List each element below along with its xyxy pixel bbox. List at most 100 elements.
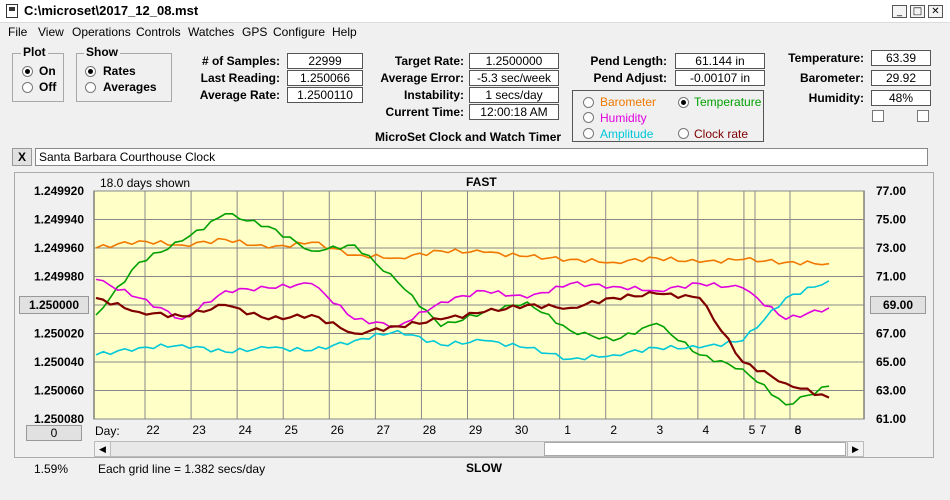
title-bar: C:\microset\2017_12_08.mst _ □ ✕ <box>0 0 950 23</box>
amplitude-option[interactable]: Amplitude <box>600 127 654 141</box>
samples-label: # of Samples: <box>201 54 280 68</box>
series-temperature <box>95 213 830 406</box>
x-tick-label: 22 <box>146 423 160 437</box>
average-error-field: -5.3 sec/week <box>469 70 559 86</box>
barometer-label: Barometer: <box>799 71 864 85</box>
x-tick-label: 25 <box>285 423 299 437</box>
series-amplitude <box>95 280 830 361</box>
x-tick-label: 8 <box>795 423 802 437</box>
right-tick-label: 73.00 <box>876 241 906 255</box>
app-subtitle: MicroSet Clock and Watch Timer <box>375 130 562 144</box>
menu-view[interactable]: View <box>38 25 64 39</box>
x-tick-label: 7 <box>760 423 767 437</box>
x-tick-label: 4 <box>703 423 710 437</box>
show-group: Show Rates Averages <box>76 45 172 102</box>
x-tick-label: 3 <box>656 423 663 437</box>
right-tick-label: 67.00 <box>876 327 906 341</box>
barometer-field: 29.92 <box>871 70 931 86</box>
minimize-button[interactable]: _ <box>892 5 907 18</box>
humidity-radio[interactable] <box>583 112 594 123</box>
right-tick-label: 77.00 <box>876 184 906 198</box>
plot-group: Plot On Off <box>12 45 64 102</box>
plot-on-radio[interactable] <box>22 66 33 77</box>
target-rate-field[interactable]: 1.2500000 <box>469 53 559 69</box>
scroll-left-arrow[interactable]: ◀ <box>95 442 111 456</box>
pend-length-label: Pend Length: <box>590 54 667 68</box>
temperature-radio[interactable] <box>678 97 689 108</box>
x-tick-label: 24 <box>238 423 252 437</box>
maximize-button[interactable]: □ <box>910 5 925 18</box>
horizontal-scrollbar[interactable]: ◀ ▶ <box>94 441 864 457</box>
app-icon[interactable] <box>6 4 18 18</box>
temperature-option[interactable]: Temperature <box>694 95 762 109</box>
average-rate-field: 1.2500110 <box>287 87 363 103</box>
right-tick-label: 63.00 <box>876 384 906 398</box>
close-window-button[interactable]: ✕ <box>928 5 943 18</box>
plot-off-label[interactable]: Off <box>39 80 57 94</box>
zoom-button[interactable]: 0 <box>26 425 82 441</box>
pend-length-field: 61.144 in <box>675 53 765 69</box>
show-rates-label[interactable]: Rates <box>103 64 136 78</box>
reference-temp-button[interactable]: 69.00 <box>870 296 926 314</box>
x-tick-label: 23 <box>192 423 206 437</box>
reference-rate-button[interactable]: 1.250000 <box>19 296 89 314</box>
clock-name-field[interactable]: Santa Barbara Courthouse Clock <box>35 148 928 166</box>
menu-file[interactable]: File <box>8 25 28 39</box>
plot-off-radio[interactable] <box>22 82 33 93</box>
x-tick-label: 29 <box>469 423 483 437</box>
menu-watches[interactable]: Watches <box>188 25 235 39</box>
pend-adjust-field: -0.00107 in <box>675 70 765 86</box>
show-averages-radio[interactable] <box>85 82 96 93</box>
scroll-right-arrow[interactable]: ▶ <box>847 442 863 456</box>
left-tick-label: 1.250020 <box>34 327 84 341</box>
right-checkbox[interactable] <box>917 110 929 122</box>
series-clock-rate <box>95 290 830 399</box>
clear-name-button[interactable]: X <box>12 148 32 166</box>
barometer-option[interactable]: Barometer <box>600 95 657 109</box>
days-shown-label: 18.0 days shown <box>100 176 191 190</box>
temperature-field: 63.39 <box>871 50 931 66</box>
left-checkbox[interactable] <box>872 110 884 122</box>
fast-label: FAST <box>466 175 497 189</box>
target-rate-label: Target Rate: <box>394 54 464 68</box>
x-tick-label: 28 <box>423 423 437 437</box>
menu-gps[interactable]: GPS <box>242 25 268 39</box>
average-error-label: Average Error: <box>380 71 464 85</box>
series-humidity <box>95 278 830 329</box>
menu-operations[interactable]: Operations <box>72 25 131 39</box>
clock-rate-radio[interactable] <box>678 128 689 139</box>
current-time-label: Current Time: <box>385 105 464 119</box>
plot-on-label[interactable]: On <box>39 64 56 78</box>
pend-adjust-label: Pend Adjust: <box>593 71 667 85</box>
humidity-label: Humidity: <box>808 91 864 105</box>
menu-bar: File View Operations Controls Watches GP… <box>0 22 950 42</box>
last-reading-label: Last Reading: <box>200 71 280 85</box>
right-tick-label: 61.00 <box>876 412 906 426</box>
show-averages-label[interactable]: Averages <box>103 80 157 94</box>
left-tick-label: 1.249960 <box>34 241 84 255</box>
menu-help[interactable]: Help <box>332 25 357 39</box>
percent-label: 1.59% <box>34 462 69 476</box>
clock-rate-option[interactable]: Clock rate <box>694 127 749 141</box>
plot-group-title: Plot <box>21 45 48 59</box>
grid-note: Each grid line = 1.382 secs/day <box>98 462 266 476</box>
day-axis-prefix: Day: <box>95 424 120 438</box>
samples-field: 22999 <box>287 53 363 69</box>
amplitude-radio[interactable] <box>583 128 594 139</box>
left-tick-label: 1.250060 <box>34 384 84 398</box>
scroll-thumb[interactable] <box>544 442 846 456</box>
right-tick-label: 71.00 <box>876 270 906 284</box>
show-rates-radio[interactable] <box>85 66 96 77</box>
menu-configure[interactable]: Configure <box>273 25 326 39</box>
barometer-radio[interactable] <box>583 97 594 108</box>
left-tick-label: 1.250080 <box>34 412 84 426</box>
series-barometer <box>95 237 830 266</box>
menu-controls[interactable]: Controls <box>136 25 181 39</box>
left-tick-label: 1.249980 <box>34 270 84 284</box>
x-tick-label: 2 <box>610 423 617 437</box>
right-tick-label: 65.00 <box>876 355 906 369</box>
humidity-option[interactable]: Humidity <box>600 111 647 125</box>
temperature-label: Temperature: <box>788 51 864 65</box>
window-title: C:\microset\2017_12_08.mst <box>24 3 199 18</box>
